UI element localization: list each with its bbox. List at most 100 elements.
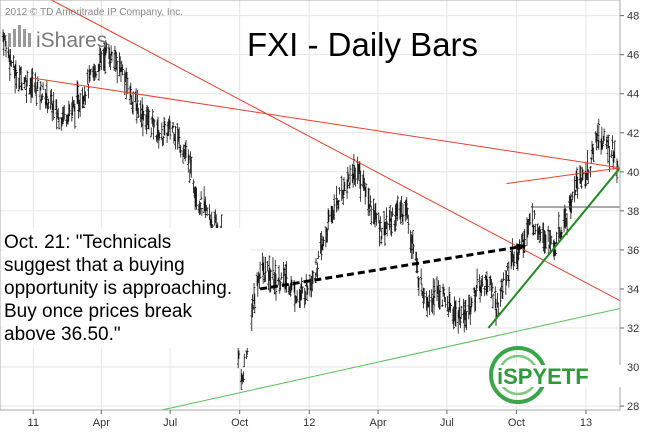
ohlc-bar [549, 235, 553, 245]
ohlc-bar [192, 179, 195, 194]
ohlc-bar [442, 287, 446, 295]
x-tick-label: 13 [580, 417, 592, 429]
ohlc-bar [157, 129, 161, 149]
ohlc-bar [359, 170, 362, 202]
ohlc-bar [433, 279, 437, 298]
ohlc-bar [149, 127, 153, 138]
price-bars [1, 29, 620, 390]
ohlc-bar [78, 92, 82, 118]
chart-title: FXI - Daily Bars [247, 26, 478, 63]
copyright-text: 2012 © TD Ameritrade IP Company, Inc. [5, 7, 183, 18]
ohlc-bar [586, 169, 590, 185]
ohlc-bar [142, 111, 145, 121]
ohlc-bar [431, 277, 435, 305]
ohlc-bar [580, 177, 583, 189]
ohlc-bar [597, 118, 601, 150]
ohlc-bar [557, 211, 561, 243]
ohlc-bar [82, 95, 86, 108]
ohlc-bar [301, 286, 304, 294]
ohlc-bar [277, 265, 281, 282]
ohlc-bar [305, 279, 309, 301]
x-tick-label: Jul [440, 417, 454, 429]
ohlc-bar [245, 350, 248, 360]
ohlc-bar [320, 231, 323, 261]
ohlc-bar [437, 289, 441, 310]
ispyetf-logo: iSPYETF [489, 346, 626, 404]
ohlc-bar [438, 284, 442, 309]
ohlc-bar [41, 93, 44, 101]
ohlc-bar [390, 211, 393, 237]
ohlc-bar [454, 300, 458, 327]
ohlc-bar [505, 270, 508, 286]
ohlc-bar [171, 122, 175, 129]
ohlc-bar [383, 222, 387, 246]
ohlc-bar [591, 144, 595, 155]
ohlc-bar [273, 259, 277, 286]
ohlc-bar [271, 257, 275, 280]
ohlc-bar [258, 261, 262, 279]
ohlc-bar [332, 194, 336, 220]
ohlc-bar [237, 350, 241, 359]
ohlc-bar [39, 81, 43, 91]
y-tick-label: 40 [627, 167, 639, 179]
ohlc-bar [409, 230, 412, 253]
ohlc-bar [459, 316, 462, 329]
ohlc-bar [385, 221, 389, 237]
ohlc-bar [369, 195, 372, 208]
ohlc-bar [104, 40, 108, 56]
ohlc-bar [252, 283, 256, 305]
ohlc-bar [38, 86, 42, 110]
ohlc-bar [444, 297, 447, 308]
ohlc-bar [23, 77, 27, 90]
ohlc-bar [110, 51, 114, 62]
ohlc-bar [311, 270, 315, 284]
ohlc-bar [282, 261, 285, 287]
ohlc-bar [539, 230, 542, 242]
ohlc-bar [468, 306, 472, 325]
ohlc-bar [267, 255, 271, 281]
ohlc-bar [533, 209, 536, 220]
ohlc-bar [152, 118, 155, 140]
ohlc-bar [278, 280, 282, 294]
ohlc-bar [462, 309, 466, 333]
ohlc-bar [388, 205, 392, 222]
ohlc-bar [574, 189, 577, 196]
ohlc-bar [202, 186, 206, 213]
ohlc-bar [467, 294, 471, 320]
ohlc-bar [52, 92, 55, 120]
ohlc-bar [608, 145, 611, 172]
x-axis: 11 Apr Jul Oct 12 Apr Jul Oct 13 [28, 410, 592, 429]
ohlc-bar [47, 98, 50, 110]
ohlc-bar [338, 187, 341, 195]
ohlc-bar [3, 35, 7, 47]
ohlc-bar [293, 282, 297, 313]
annotation-line: above 36.50." [4, 324, 121, 345]
ohlc-bar [174, 125, 177, 150]
ohlc-bar [181, 149, 185, 164]
y-tick-label: 44 [627, 89, 639, 101]
ohlc-bar [483, 286, 486, 297]
ohlc-bar [62, 105, 66, 119]
y-tick-label: 34 [627, 284, 639, 296]
plot-frame [0, 0, 621, 411]
ohlc-bar [422, 288, 426, 304]
annotation-line: Buy once prices break [4, 301, 192, 322]
ohlc-bar [348, 164, 352, 186]
ohlc-bar [179, 144, 183, 158]
ohlc-bar [317, 250, 320, 259]
ohlc-bar [606, 140, 610, 164]
ohlc-bar [611, 135, 614, 150]
ispyetf-wordmark: iSPYETF [497, 364, 589, 389]
ohlc-bar [602, 128, 606, 142]
ohlc-bar [377, 212, 381, 224]
ohlc-bar [385, 207, 388, 229]
ohlc-bar [14, 60, 18, 76]
ohlc-bar [195, 187, 198, 210]
ohlc-bar [4, 40, 8, 58]
ohlc-bar [177, 127, 181, 149]
ohlc-bar [253, 293, 257, 314]
ishares-wordmark: iShares [36, 29, 107, 52]
ohlc-bar [105, 42, 108, 52]
ohlc-bar [447, 286, 451, 312]
ohlc-bar [426, 296, 430, 308]
